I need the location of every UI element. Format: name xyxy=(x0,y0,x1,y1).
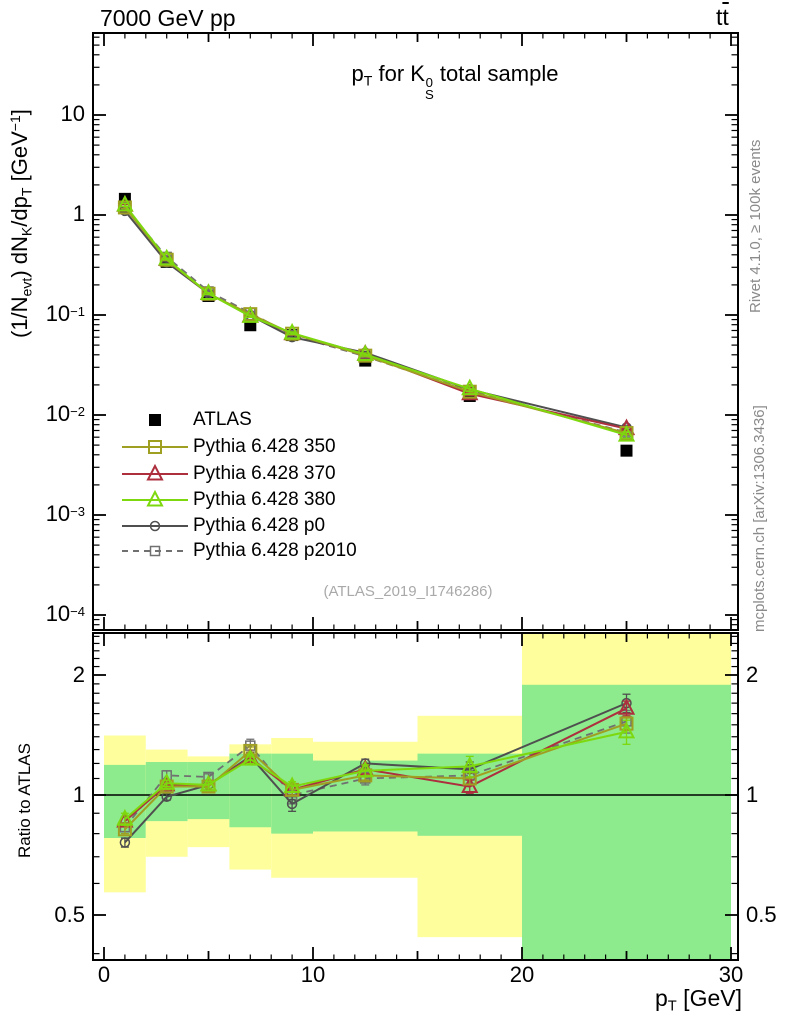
x-axis-title: pT [GeV] xyxy=(560,985,742,1015)
data-point-pythia-6-428-380 xyxy=(461,378,479,396)
process-t1: t xyxy=(716,4,723,30)
series-ratio-pythia-6-428-p0 xyxy=(124,702,627,844)
ratio-line-pythia-6-428-380 xyxy=(124,730,627,820)
main-y-tick-label: 1 xyxy=(72,201,85,226)
legend-marker-pythia-6-428-p2010 xyxy=(149,545,161,557)
data-point-pythia-6-428-350 xyxy=(285,326,300,341)
xlab-unit: [GeV] xyxy=(676,985,742,1011)
series-main-pythia-6-428-p0 xyxy=(124,210,627,429)
legend-marker-pythia-6-428-350 xyxy=(148,440,162,454)
series-line-pythia-6-428-p2010 xyxy=(124,206,627,434)
ratio-point-pythia-6-428-380 xyxy=(116,808,134,826)
data-point-atlas xyxy=(620,444,633,457)
legend-label-pythia-6-428-p0: Pythia 6.428 p0 xyxy=(193,515,326,536)
data-point-atlas xyxy=(244,319,257,332)
ratio-y-tick-label-left: 0.5 xyxy=(54,902,85,927)
legend-marker-pythia-6-428-p0 xyxy=(149,520,161,532)
x-tick-label: 10 xyxy=(300,962,326,987)
data-point-pythia-6-428-380 xyxy=(241,306,259,323)
xlab-t-sub: T xyxy=(667,998,677,1015)
rivet-version-note: Rivet 4.1.0, ≥ 100k events xyxy=(747,139,764,313)
header-beam-title: 7000 GeV pp xyxy=(100,5,236,31)
ratio-y-tick-label-right: 2 xyxy=(746,662,759,687)
ratio-line-pythia-6-428-p0 xyxy=(124,702,627,844)
header-process-title: tt xyxy=(716,4,729,30)
legend-label-pythia-6-428-380: Pythia 6.428 380 xyxy=(193,489,336,510)
ratio-plot-frame xyxy=(92,632,739,961)
x-tick-label: 30 xyxy=(718,962,744,987)
ylab-6: T xyxy=(18,187,35,197)
process-t2-bar: t xyxy=(722,4,729,30)
data-point-pythia-6-428-380 xyxy=(617,424,636,442)
data-point-pythia-6-428-380 xyxy=(158,248,176,266)
series-ratio-pythia-6-428-380 xyxy=(124,730,627,820)
series-line-pythia-6-428-370 xyxy=(124,204,627,430)
legend-marker-atlas xyxy=(149,414,161,426)
ratio-point-pythia-6-428-380 xyxy=(241,748,259,766)
title-sup0: 0 xyxy=(425,74,434,90)
series-line-pythia-6-428-380 xyxy=(124,204,627,437)
legend-marker-pythia-6-428-370 xyxy=(146,463,164,481)
ratio-point-pythia-6-428-380 xyxy=(356,760,374,778)
ylab-4: K xyxy=(18,226,35,237)
ylab-2: evt xyxy=(18,277,35,297)
series-line-pythia-6-428-p0 xyxy=(124,210,627,429)
data-point-pythia-6-428-350 xyxy=(159,252,174,267)
series-main-pythia-6-428-350 xyxy=(124,206,627,435)
main-y-tick-label: 10 xyxy=(60,101,85,126)
main-y-tick-label: 10−4 xyxy=(45,601,85,626)
x-tick-label: 20 xyxy=(509,962,535,987)
series-main-pythia-6-428-p2010 xyxy=(124,206,627,434)
x-tick-label: 0 xyxy=(97,962,111,987)
ylab-7: [GeV xyxy=(7,131,33,188)
data-point-pythia-6-428-380 xyxy=(283,322,301,340)
ratio-point-pythia-6-428-380 xyxy=(461,756,479,773)
ratio-y-tick-label-right: 1 xyxy=(746,782,759,807)
legend-label-atlas: ATLAS xyxy=(193,409,252,430)
series-line-pythia-6-428-350 xyxy=(124,206,627,435)
main-y-tick-label: 10−3 xyxy=(45,501,85,526)
ratio-point-pythia-6-428-380 xyxy=(158,773,176,790)
title-tail: total sample xyxy=(433,61,559,86)
ratio-y-tick-label-right: 0.5 xyxy=(746,902,777,927)
title-p: p xyxy=(351,61,364,86)
data-point-pythia-6-428-380 xyxy=(116,194,134,212)
legend-marker-pythia-6-428-380 xyxy=(146,489,164,507)
series-main-pythia-6-428-370 xyxy=(124,204,627,430)
legend-label-pythia-6-428-350: Pythia 6.428 350 xyxy=(193,436,336,457)
ylab-3: ) dN xyxy=(7,236,33,278)
ratio-point-pythia-6-428-380 xyxy=(617,721,636,739)
main-y-tick-label: 10−2 xyxy=(45,401,85,426)
ratio-y-tick-label-left: 1 xyxy=(72,782,85,807)
ratio-y-tick-label-left: 2 xyxy=(72,662,85,687)
ratio-point-pythia-6-428-380 xyxy=(199,774,218,792)
legend-label-pythia-6-428-p2010: Pythia 6.428 p2010 xyxy=(193,540,357,561)
title-pt-sub: T xyxy=(363,72,373,89)
series-main-pythia-6-428-380 xyxy=(124,204,627,437)
ratio-point-pythia-6-428-p0 xyxy=(286,798,298,810)
legend-label-pythia-6-428-370: Pythia 6.428 370 xyxy=(193,463,336,484)
data-point-pythia-6-428-380 xyxy=(356,344,374,361)
title-mid: for K xyxy=(372,61,425,86)
analysis-watermark: (ATLAS_2019_I1746286) xyxy=(323,583,493,600)
ratio-point-pythia-6-428-380 xyxy=(283,776,301,794)
xlab-p: p xyxy=(655,985,668,1011)
data-point-pythia-6-428-380 xyxy=(199,283,218,301)
main-y-tick-label: 10−1 xyxy=(45,301,85,326)
ratio-point-pythia-6-428-370 xyxy=(617,698,636,715)
mcplots-reference-note: mcplots.cern.ch [arXiv:1306.3436] xyxy=(751,405,768,632)
main-plot-frame xyxy=(92,32,739,631)
ratio-point-pythia-6-428-p0 xyxy=(119,837,131,848)
title-subS: S xyxy=(424,87,434,103)
